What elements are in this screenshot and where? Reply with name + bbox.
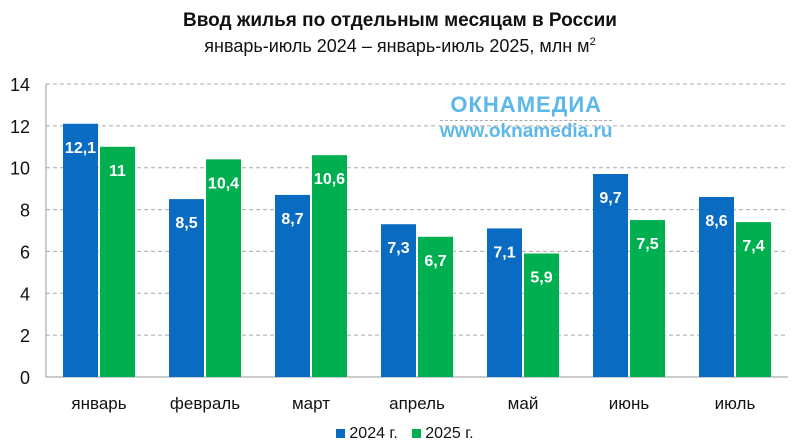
data-label: 7,4 — [742, 238, 764, 255]
x-tick-label: июль — [715, 394, 756, 413]
y-tick-label: 0 — [20, 368, 30, 388]
bar-2025 — [630, 220, 665, 377]
bar-2024 — [381, 224, 416, 377]
bar-2025 — [100, 146, 135, 377]
data-label: 8,5 — [175, 215, 197, 232]
bar-2025 — [418, 236, 453, 377]
chart-subtitle: январь-июль 2024 – январь-июль 2025, млн… — [0, 36, 800, 57]
x-tick-label: июнь — [609, 394, 650, 413]
bar-2024 — [593, 173, 628, 377]
subtitle-text: январь-июль 2024 – январь-июль 2025, млн… — [204, 36, 590, 56]
data-label: 10,4 — [208, 175, 239, 192]
bar-2024 — [487, 228, 522, 377]
bar-2024 — [169, 199, 204, 377]
data-label: 11 — [109, 163, 126, 180]
y-tick-label: 8 — [20, 201, 30, 221]
y-tick-label: 12 — [10, 117, 30, 137]
bar-2024 — [63, 123, 98, 377]
legend-swatch-2025 — [412, 429, 422, 438]
y-tick-label: 2 — [20, 326, 30, 346]
data-label: 9,7 — [599, 190, 621, 207]
data-label: 12,1 — [65, 140, 96, 157]
chart-title: Ввод жилья по отдельным месяцам в России — [183, 10, 617, 31]
data-label: 8,6 — [705, 213, 727, 230]
x-tick-label: апрель — [389, 394, 445, 413]
x-tick-label: февраль — [170, 394, 240, 413]
x-tick-label: май — [508, 394, 539, 413]
legend-label-2025: 2025 г. — [425, 425, 474, 442]
y-tick-label: 14 — [10, 75, 30, 95]
data-label: 7,5 — [636, 236, 658, 253]
bar-2025 — [524, 253, 559, 377]
subtitle-sup: 2 — [589, 36, 596, 48]
legend-label-2024: 2024 г. — [349, 425, 398, 442]
bar-2025 — [736, 222, 771, 377]
y-tick-label: 10 — [10, 159, 30, 179]
x-tick-label: январь — [71, 394, 126, 413]
data-label: 6,7 — [424, 253, 446, 270]
data-label: 7,3 — [387, 240, 409, 257]
bar-2024 — [699, 197, 734, 377]
watermark: ОКНАМЕДИА www.oknamedia.ru — [440, 92, 613, 143]
watermark-url: www.oknamedia.ru — [440, 120, 613, 142]
data-label: 7,1 — [493, 244, 515, 261]
bar-2025 — [312, 155, 347, 377]
data-label: 8,7 — [281, 211, 303, 228]
data-label: 10,6 — [314, 171, 345, 188]
bar-2025 — [206, 159, 241, 377]
data-label: 5,9 — [530, 270, 552, 287]
legend-swatch-2024 — [336, 429, 346, 438]
legend: 2024 г. 2025 г. — [0, 425, 800, 443]
bar-2024 — [275, 194, 310, 377]
y-tick-label: 6 — [20, 242, 30, 262]
watermark-logo: ОКНАМЕДИА — [450, 92, 603, 117]
x-tick-label: март — [292, 394, 330, 413]
y-tick-label: 4 — [20, 284, 30, 304]
